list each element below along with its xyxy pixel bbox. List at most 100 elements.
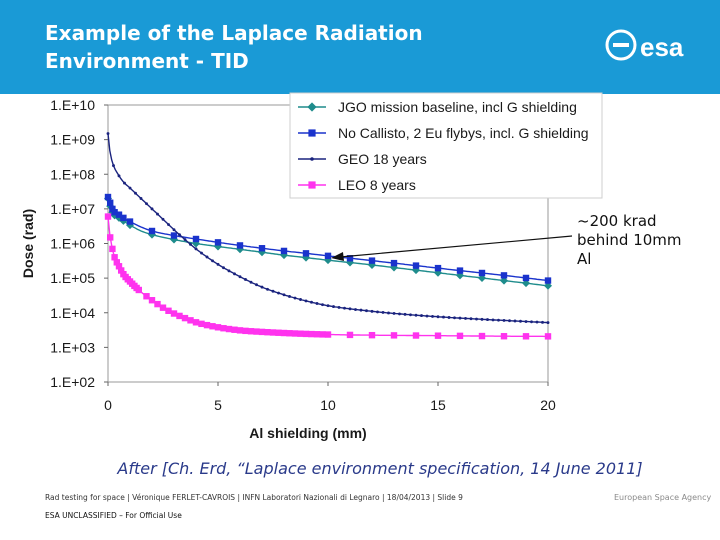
data-point (192, 319, 200, 326)
data-point (302, 250, 310, 257)
data-point (258, 245, 266, 252)
data-point (491, 318, 495, 322)
data-point (107, 199, 114, 206)
data-point (106, 132, 110, 135)
legend-entry: GEO 18 years (338, 151, 427, 167)
data-point (480, 317, 484, 321)
data-point (500, 272, 508, 279)
data-point (530, 320, 533, 324)
data-point (280, 247, 288, 255)
data-point (111, 254, 118, 261)
data-point (519, 319, 522, 323)
data-point (337, 305, 341, 309)
data-point (332, 305, 335, 309)
data-point (324, 331, 332, 338)
x-tick-label: 15 (430, 397, 446, 413)
legend-entry: LEO 8 years (338, 177, 416, 193)
data-point (310, 157, 314, 161)
data-point (170, 310, 178, 317)
data-point (288, 295, 291, 298)
data-point (546, 321, 550, 325)
data-point (381, 310, 385, 314)
data-point (231, 326, 238, 333)
data-point (117, 174, 121, 178)
series-4 (104, 213, 552, 340)
data-point (113, 259, 120, 266)
data-point (161, 217, 165, 221)
data-point (414, 313, 418, 317)
data-point (192, 235, 200, 243)
data-point (376, 310, 379, 314)
data-point (398, 312, 401, 316)
legend-box (289, 92, 603, 199)
data-point (304, 299, 308, 303)
data-point (214, 324, 222, 331)
data-point (346, 255, 354, 262)
data-point (453, 316, 456, 320)
data-point (238, 275, 242, 279)
data-point (214, 239, 222, 246)
data-point (225, 325, 233, 333)
data-point (123, 181, 126, 185)
x-tick-label: 5 (214, 397, 222, 413)
data-point (176, 312, 183, 320)
data-point (266, 287, 269, 291)
data-point (447, 316, 451, 319)
x-tick-label: 10 (320, 397, 336, 413)
legend-entry: No Callisto, 2 Eu flybys, incl. G shield… (338, 125, 589, 141)
data-point (297, 330, 304, 337)
data-point (434, 332, 442, 339)
footer-text: Rad testing for space | Véronique FERLET… (45, 493, 463, 502)
data-point (409, 313, 412, 317)
data-point (442, 315, 445, 319)
data-point (115, 211, 123, 218)
data-point (236, 327, 244, 334)
data-point (456, 267, 464, 274)
data-point (216, 262, 220, 266)
data-point (154, 300, 161, 308)
esa-logo: esa (605, 29, 684, 62)
data-point (255, 283, 258, 287)
data-point (236, 242, 244, 249)
esa-logo-bar (613, 43, 629, 47)
data-point (390, 259, 398, 267)
data-point (220, 325, 227, 332)
data-point (104, 193, 112, 201)
data-point (354, 308, 357, 311)
data-point (524, 320, 528, 323)
data-point (522, 274, 530, 282)
data-point (148, 297, 156, 304)
data-point (249, 280, 253, 284)
data-point (109, 245, 116, 253)
data-point (139, 197, 143, 200)
data-point (203, 321, 211, 329)
y-tick-label: 1.E+02 (50, 374, 95, 390)
data-point (434, 264, 442, 272)
data-point (508, 319, 511, 323)
x-axis-label: Al shielding (mm) (249, 425, 366, 441)
data-point (392, 311, 396, 315)
data-point (269, 329, 277, 336)
chart-legend: JGO mission baseline, incl G shielding No… (289, 92, 603, 199)
data-point (513, 319, 517, 323)
data-point (258, 328, 266, 336)
data-point (233, 272, 236, 276)
data-point (456, 332, 464, 340)
data-point (209, 323, 216, 330)
data-point (253, 328, 260, 335)
data-point (194, 247, 198, 251)
data-point (348, 307, 352, 311)
data-point (420, 314, 423, 318)
data-point (242, 327, 249, 335)
data-point (541, 320, 544, 324)
chart-axes: 1.E+02 1.E+03 1.E+04 1.E+05 1.E+06 1.E+07 1.E+… (20, 97, 556, 441)
y-axis-label: Dose (rad) (20, 209, 36, 278)
data-point (500, 333, 508, 340)
data-point (368, 257, 376, 264)
data-point (109, 205, 116, 213)
data-point (412, 332, 420, 339)
data-point (464, 316, 467, 320)
data-point (143, 293, 150, 300)
data-point (544, 277, 552, 284)
